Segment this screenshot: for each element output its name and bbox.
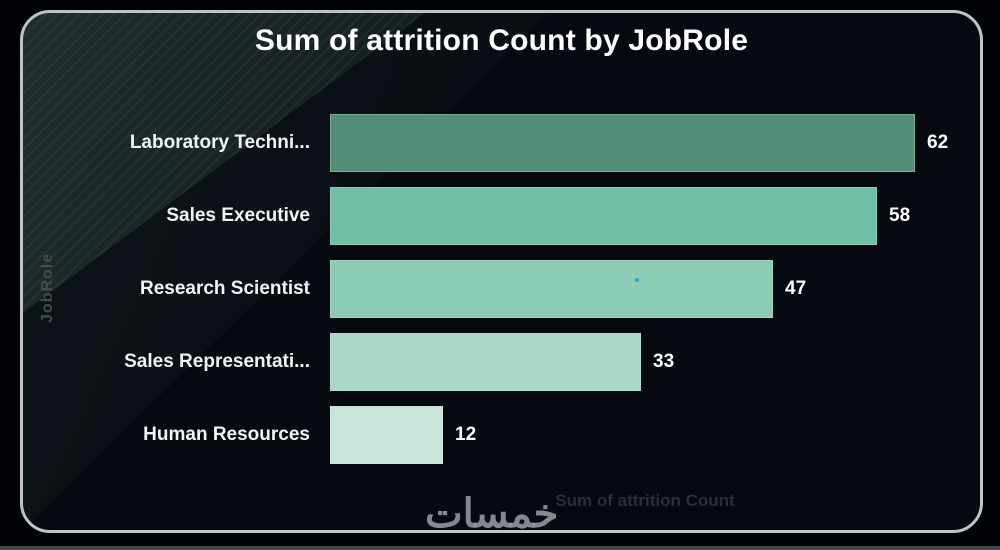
bar[interactable] [330, 260, 773, 318]
category-label: Laboratory Techni... [129, 132, 310, 153]
chart-title: Sum of attrition Count by JobRole [254, 24, 749, 57]
value-label: 47 [785, 278, 807, 299]
plot-area: Laboratory Techni... 62 Sales Executive 58 R… [23, 13, 980, 530]
stray-dot-artifact [635, 278, 639, 282]
category-label: Sales Executive [166, 205, 310, 226]
category-label: Research Scientist [139, 278, 310, 299]
watermark-text: خمسات [425, 492, 559, 536]
chart-panel: Sum of attrition Count by JobRole JobRol… [20, 10, 983, 533]
bottom-edge-strip [0, 546, 1000, 550]
x-axis-title: Sum of attrition Count [555, 491, 735, 510]
category-label: Human Resources [143, 424, 310, 445]
category-label: Sales Representati... [124, 351, 310, 372]
value-label: 62 [927, 132, 949, 153]
bar[interactable] [330, 187, 877, 245]
bar[interactable] [330, 406, 443, 464]
bar[interactable] [330, 333, 641, 391]
value-label: 12 [455, 424, 477, 445]
value-label: 58 [889, 205, 911, 226]
bar[interactable] [330, 114, 915, 172]
value-label: 33 [653, 351, 675, 372]
